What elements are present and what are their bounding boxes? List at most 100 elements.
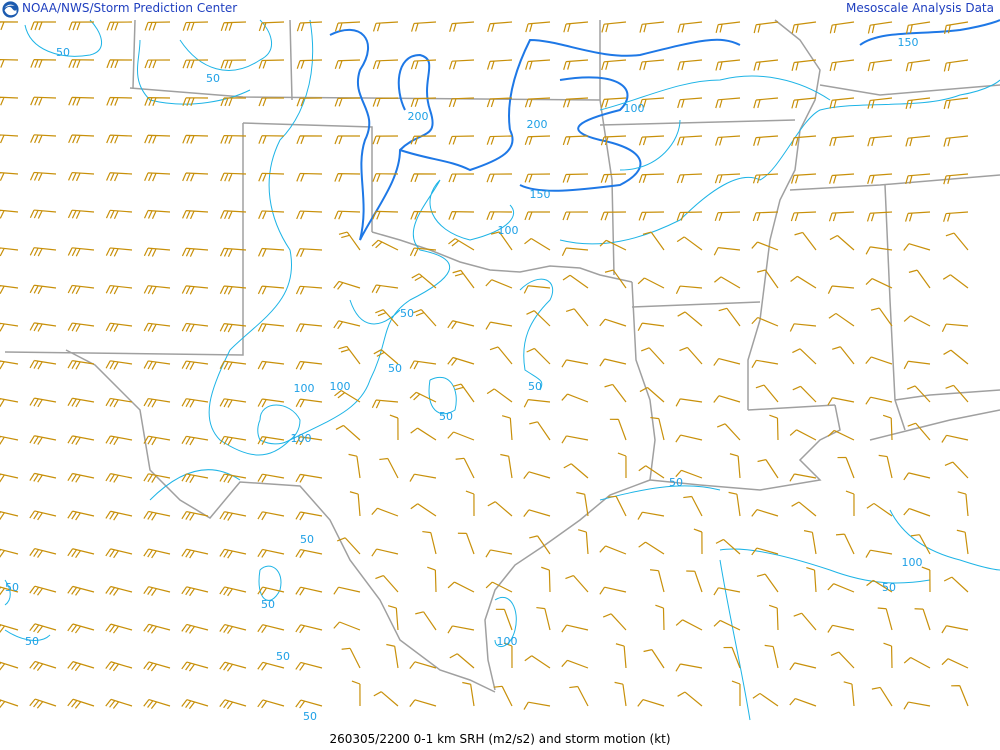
contour-label: 100 bbox=[291, 432, 312, 445]
wind-barb bbox=[143, 623, 171, 634]
wind-barb bbox=[941, 658, 969, 669]
wind-barb bbox=[903, 315, 931, 327]
wind-barb bbox=[29, 322, 57, 332]
contour-label: 50 bbox=[276, 650, 290, 663]
wind-barb bbox=[334, 21, 361, 32]
wind-barb bbox=[181, 699, 209, 710]
wind-barb bbox=[219, 398, 247, 408]
wind-barb bbox=[144, 172, 171, 182]
wind-barb bbox=[562, 135, 589, 146]
wind-barb bbox=[638, 541, 665, 555]
contour-label: 50 bbox=[303, 710, 317, 723]
wind-barb bbox=[495, 608, 513, 631]
wind-barb bbox=[867, 21, 893, 34]
wind-barb bbox=[0, 585, 19, 596]
wind-barb bbox=[686, 570, 703, 593]
wind-barb bbox=[493, 685, 513, 707]
wind-barb bbox=[601, 59, 627, 71]
contour-label: 200 bbox=[527, 118, 548, 131]
wind-barb bbox=[341, 647, 361, 669]
wind-barb bbox=[943, 211, 969, 222]
wind-barb bbox=[143, 209, 171, 220]
wind-barb bbox=[768, 604, 779, 631]
wind-barb bbox=[791, 21, 817, 34]
wind-barb bbox=[0, 209, 19, 219]
wind-barb bbox=[523, 471, 551, 479]
wind-barb bbox=[941, 434, 969, 443]
wind-barb bbox=[447, 625, 475, 634]
wind-barb bbox=[524, 135, 551, 146]
wind-barb bbox=[637, 277, 665, 289]
wind-barb bbox=[615, 643, 627, 669]
border-ar-la bbox=[631, 301, 761, 308]
wind-barb bbox=[486, 135, 513, 145]
wind-barb bbox=[295, 586, 323, 596]
wind-barb bbox=[67, 247, 95, 257]
wind-barb bbox=[143, 247, 171, 257]
wind-barb bbox=[257, 323, 285, 333]
wind-barb bbox=[348, 453, 361, 479]
wind-barb bbox=[410, 173, 437, 183]
wind-barb bbox=[526, 310, 551, 327]
wind-barb bbox=[845, 490, 855, 517]
contour-label: 150 bbox=[530, 188, 551, 201]
wind-barb bbox=[683, 495, 703, 517]
wind-barb bbox=[106, 59, 133, 69]
wind-barb bbox=[562, 173, 589, 183]
wind-barb bbox=[465, 490, 475, 517]
wind-barb bbox=[562, 274, 589, 289]
wind-barb bbox=[181, 322, 209, 333]
wind-barb bbox=[943, 349, 969, 365]
border-tx-la bbox=[631, 281, 656, 481]
wind-barb bbox=[67, 360, 95, 370]
wind-barb bbox=[220, 172, 247, 182]
wind-barb bbox=[219, 435, 247, 446]
wind-barb bbox=[677, 97, 703, 109]
wind-barb bbox=[143, 473, 171, 483]
contour-label: 50 bbox=[56, 46, 70, 59]
wind-barb bbox=[489, 346, 513, 365]
wind-barb bbox=[67, 510, 95, 521]
wind-barb bbox=[832, 346, 855, 365]
wind-barb bbox=[67, 209, 95, 219]
wind-barb bbox=[676, 135, 703, 146]
wind-barb bbox=[639, 386, 665, 403]
wind-barb bbox=[565, 574, 589, 593]
wind-barb bbox=[715, 135, 741, 146]
wind-barb bbox=[830, 651, 855, 669]
wind-barb bbox=[561, 435, 589, 444]
wind-barb bbox=[921, 566, 931, 593]
wind-barb bbox=[29, 284, 57, 295]
wind-barb bbox=[792, 385, 817, 403]
wind-barb bbox=[523, 701, 551, 710]
wind-barb bbox=[67, 585, 95, 596]
wind-barb bbox=[829, 234, 855, 251]
wind-barb bbox=[0, 510, 19, 521]
wind-barb bbox=[257, 473, 285, 483]
wind-barb bbox=[258, 59, 285, 69]
wind-barb bbox=[143, 548, 171, 559]
wind-barb bbox=[143, 661, 171, 672]
wind-barb bbox=[30, 96, 57, 106]
wind-barb bbox=[219, 285, 247, 295]
contour-labels: 50 50 200 200 100 150 150 100 50 50 100 100 50 50 100 5… bbox=[5, 36, 923, 723]
wind-barb bbox=[257, 436, 285, 445]
wind-barb bbox=[447, 431, 475, 441]
wind-barb bbox=[334, 210, 361, 220]
wind-barb bbox=[258, 135, 285, 144]
wind-barb bbox=[67, 472, 95, 483]
wind-barb bbox=[29, 397, 57, 408]
wind-barb bbox=[753, 59, 779, 71]
wind-barb bbox=[375, 309, 399, 327]
wind-barb bbox=[942, 274, 969, 289]
wind-barb bbox=[338, 345, 361, 365]
wind-barb bbox=[0, 623, 19, 634]
wind-barb bbox=[638, 211, 665, 221]
wind-barb bbox=[105, 209, 133, 219]
wind-barb bbox=[67, 435, 95, 445]
wind-barb bbox=[713, 619, 741, 631]
wind-barb bbox=[562, 97, 589, 108]
wind-barb bbox=[448, 135, 475, 145]
wind-barb bbox=[106, 96, 133, 106]
